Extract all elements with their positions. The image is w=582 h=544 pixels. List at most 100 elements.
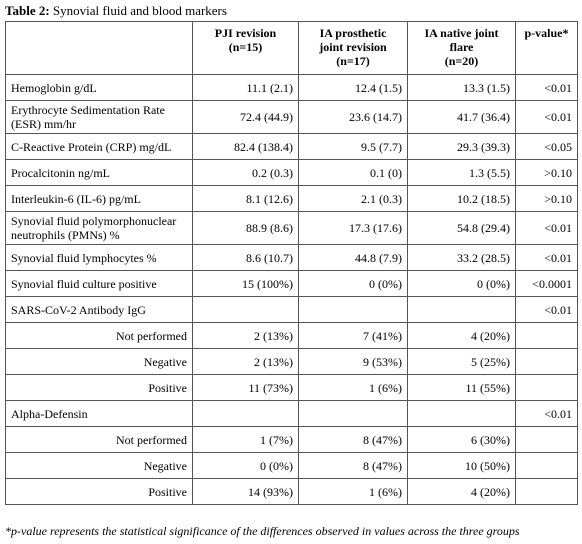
- value-cell: 0 (0%): [407, 270, 516, 297]
- row-label: Synovial fluid polymorphonuclear neutrop…: [5, 211, 193, 245]
- p-value-cell: [515, 322, 578, 349]
- table-row: Alpha-Defensin <0.01: [5, 400, 578, 427]
- row-label: Synovial fluid culture positive: [5, 270, 193, 297]
- value-cell: 11 (73%): [192, 374, 299, 401]
- value-cell: 14 (93%): [192, 478, 299, 505]
- sub-row: Negative 2 (13%) 9 (53%) 5 (25%): [5, 348, 578, 375]
- value-cell: 0.1 (0): [298, 159, 408, 186]
- value-cell: 6 (30%): [407, 426, 516, 453]
- header-line: IA prosthetic: [319, 26, 387, 40]
- sub-row: Positive 11 (73%) 1 (6%) 11 (55%): [5, 374, 578, 401]
- table-row: SARS-CoV-2 Antibody IgG <0.01: [5, 296, 578, 323]
- value-cell: 1.3 (5.5): [407, 159, 516, 186]
- row-label: C-Reactive Protein (CRP) mg/dL: [5, 133, 193, 160]
- value-cell: 12.4 (1.5): [298, 74, 408, 101]
- table-caption: Table 2: Synovial fluid and blood marker…: [5, 3, 227, 19]
- sub-row: Not performed 1 (7%) 8 (47%) 6 (30%): [5, 426, 578, 453]
- p-value-cell: <0.01: [515, 400, 578, 427]
- header-cell: p-value*: [515, 21, 578, 75]
- row-label: Negative: [5, 452, 193, 479]
- row-label: Alpha-Defensin: [5, 400, 193, 427]
- header-row: PJI revision (n=15) IA prosthetic joint rev…: [5, 21, 578, 75]
- p-value-cell: <0.01: [515, 74, 578, 101]
- p-value-cell: >0.10: [515, 185, 578, 212]
- row-label: Interleukin-6 (IL-6) pg/mL: [5, 185, 193, 212]
- caption-label: Table 2:: [5, 3, 50, 18]
- value-cell: 4 (20%): [407, 478, 516, 505]
- value-cell: 33.2 (28.5): [407, 244, 516, 271]
- p-value-cell: <0.01: [515, 244, 578, 271]
- p-value-cell: <0.05: [515, 133, 578, 160]
- value-cell: 11.1 (2.1): [192, 74, 299, 101]
- value-cell: 10.2 (18.5): [407, 185, 516, 212]
- table-body: Hemoglobin g/dL 11.1 (2.1) 12.4 (1.5) 13.3 …: [5, 74, 578, 505]
- p-value-cell: [515, 426, 578, 453]
- row-label: Positive: [5, 478, 193, 505]
- value-cell: [407, 296, 516, 323]
- header-line: (n=17): [336, 54, 370, 68]
- value-cell: 29.3 (39.3): [407, 133, 516, 160]
- value-cell: 41.7 (36.4): [407, 100, 516, 134]
- markers-table: PJI revision (n=15) IA prosthetic joint rev…: [5, 21, 578, 505]
- value-cell: 8.6 (10.7): [192, 244, 299, 271]
- table-row: Hemoglobin g/dL 11.1 (2.1) 12.4 (1.5) 13.3 …: [5, 74, 578, 101]
- table-row: Synovial fluid lymphocytes % 8.6 (10.7) 44…: [5, 244, 578, 271]
- header-line: joint revision: [319, 40, 387, 54]
- table-row: Erythrocyte Sedimentation Rate (ESR) mm/…: [5, 100, 578, 134]
- header-cell: IA native joint flare (n=20): [407, 21, 516, 75]
- value-cell: 0.2 (0.3): [192, 159, 299, 186]
- value-cell: 0 (0%): [298, 270, 408, 297]
- p-value-cell: [515, 452, 578, 479]
- value-cell: [298, 296, 408, 323]
- row-label: Negative: [5, 348, 193, 375]
- p-value-cell: [515, 374, 578, 401]
- value-cell: 54.8 (29.4): [407, 211, 516, 245]
- value-cell: 4 (20%): [407, 322, 516, 349]
- sub-row: Negative 0 (0%) 8 (47%) 10 (50%): [5, 452, 578, 479]
- value-cell: 2 (13%): [192, 348, 299, 375]
- value-cell: 2 (13%): [192, 322, 299, 349]
- p-value-cell: <0.01: [515, 211, 578, 245]
- value-cell: [192, 400, 299, 427]
- value-cell: 8 (47%): [298, 452, 408, 479]
- p-value-cell: <0.01: [515, 296, 578, 323]
- caption-text: Synovial fluid and blood markers: [52, 3, 227, 18]
- value-cell: 23.6 (14.7): [298, 100, 408, 134]
- table-row: Interleukin-6 (IL-6) pg/mL 8.1 (12.6) 2.1 …: [5, 185, 578, 212]
- value-cell: 1 (6%): [298, 374, 408, 401]
- value-cell: 82.4 (138.4): [192, 133, 299, 160]
- value-cell: 10 (50%): [407, 452, 516, 479]
- table-row: Procalcitonin ng/mL 0.2 (0.3) 0.1 (0) 1.3 (…: [5, 159, 578, 186]
- header-line: IA native joint flare: [424, 26, 499, 54]
- value-cell: 5 (25%): [407, 348, 516, 375]
- p-value-cell: [515, 348, 578, 375]
- table-row: Synovial fluid polymorphonuclear neutrop…: [5, 211, 578, 245]
- footnote: *p-value represents the statistical sign…: [5, 524, 520, 538]
- header-line: PJI revision: [214, 26, 277, 40]
- value-cell: 0 (0%): [192, 452, 299, 479]
- sub-row: Positive 14 (93%) 1 (6%) 4 (20%): [5, 478, 578, 505]
- row-label: Synovial fluid lymphocytes %: [5, 244, 193, 271]
- sub-row: Not performed 2 (13%) 7 (41%) 4 (20%): [5, 322, 578, 349]
- row-label: Hemoglobin g/dL: [5, 74, 193, 101]
- row-label: Procalcitonin ng/mL: [5, 159, 193, 186]
- value-cell: 11 (55%): [407, 374, 516, 401]
- row-label: Not performed: [5, 322, 193, 349]
- value-cell: [407, 400, 516, 427]
- header-line: p-value*: [524, 26, 569, 40]
- p-value-cell: >0.10: [515, 159, 578, 186]
- p-value-cell: <0.01: [515, 100, 578, 134]
- table-row: C-Reactive Protein (CRP) mg/dL 82.4 (138.…: [5, 133, 578, 160]
- header-line: (n=15): [228, 40, 263, 54]
- value-cell: 2.1 (0.3): [298, 185, 408, 212]
- value-cell: [298, 400, 408, 427]
- value-cell: 17.3 (17.6): [298, 211, 408, 245]
- value-cell: 7 (41%): [298, 322, 408, 349]
- value-cell: 8.1 (12.6): [192, 185, 299, 212]
- header-cell: [5, 21, 193, 75]
- header-cell: PJI revision (n=15): [192, 21, 299, 75]
- p-value-cell: <0.0001: [515, 270, 578, 297]
- table-row: Synovial fluid culture positive 15 (100%)…: [5, 270, 578, 297]
- row-label: Not performed: [5, 426, 193, 453]
